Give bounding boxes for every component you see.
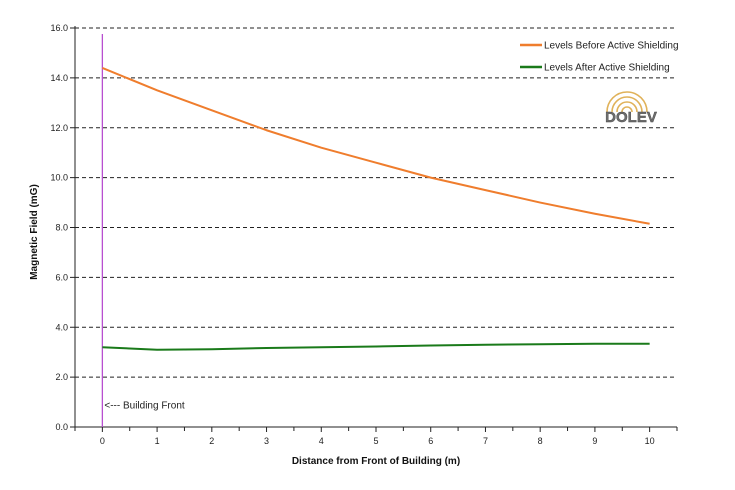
series-line-2 [102,342,650,351]
y-tick-label: 0.0 [55,422,68,432]
annotations: <--- Building Front [101,34,185,427]
y-tick-label: 6.0 [55,272,68,282]
legend: Levels Before Active Shielding Levels Aft… [520,41,679,74]
y-tick-label: 2.0 [55,372,68,382]
axes [70,26,678,432]
tick-labels: 0.0 2.0 4.0 6.0 8.0 10.0 12.0 14.0 16.0 0 1 2 3 4 5 6 7 8… [50,23,654,446]
x-tick-label: 6 [428,436,433,446]
logo-text: DOLEV [605,109,657,126]
x-tick-label: 5 [373,436,378,446]
y-axis-title: Magnetic Field (mG) [29,184,40,280]
y-tick-label: 4.0 [55,322,68,332]
x-tick-label: 9 [592,436,597,446]
logo-arcs-icon [606,91,648,113]
x-tick-label: 10 [645,436,655,446]
y-tick-label: 10.0 [50,173,68,183]
x-tick-label: 7 [483,436,488,446]
x-tick-label: 1 [155,436,160,446]
x-tick-label: 8 [538,436,543,446]
legend-label-2: Levels After Active Shielding [544,63,670,74]
x-tick-label: 3 [264,436,269,446]
gridlines [75,27,677,378]
legend-label-1: Levels Before Active Shielding [544,41,679,52]
x-tick-label: 4 [319,436,324,446]
series-lines [101,66,650,351]
building-front-label: <--- Building Front [104,400,185,411]
y-tick-label: 16.0 [50,23,68,33]
y-tick-label: 14.0 [50,73,68,83]
x-tick-label: 2 [209,436,214,446]
dolev-logo: DOLEV [605,91,657,126]
y-tick-label: 8.0 [55,223,68,233]
x-axis-title: Distance from Front of Building (m) [292,456,460,467]
series-line-1 [101,66,650,225]
y-tick-label: 12.0 [50,123,68,133]
x-tick-label: 0 [100,436,105,446]
